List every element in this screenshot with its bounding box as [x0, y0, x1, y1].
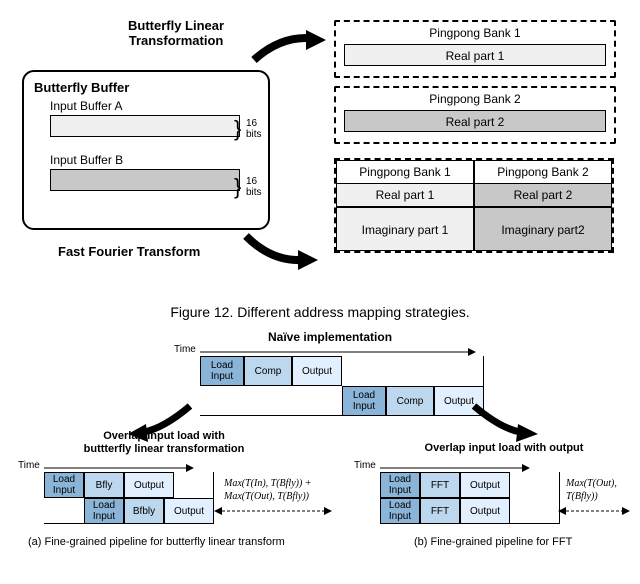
bits-b: 16 bits	[246, 176, 262, 198]
fft-real1: Real part 1	[336, 183, 474, 207]
real2-bar-top: Real part 2	[344, 110, 606, 132]
caption-a: (a) Fine-grained pipeline for butterfly …	[28, 536, 285, 548]
fft-table: Pingpong Bank 1 Pingpong Bank 2 Real par…	[334, 158, 614, 253]
butterfly-buffer-box: Butterfly Buffer Input Buffer A } 16 bit…	[22, 70, 270, 230]
right-time-label: Time	[354, 460, 376, 471]
fft-imag1: Imaginary part 1	[336, 207, 474, 251]
right-border	[380, 472, 560, 524]
top-diagram: Butterfly Linear Transformation Butterfl…	[18, 18, 622, 298]
fft-bank1-header: Pingpong Bank 1	[336, 160, 474, 183]
naive-time-label: Time	[174, 344, 196, 355]
bank2-box-top: Pingpong Bank 2 Real part 2	[334, 86, 616, 144]
left-border	[44, 472, 214, 524]
buffer-a-label: Input Buffer A	[50, 99, 258, 113]
brace-b: }	[234, 176, 241, 198]
fft-real2: Real part 2	[474, 183, 612, 207]
naive-border	[200, 356, 484, 416]
heading-blt: Butterfly Linear Transformation	[128, 18, 224, 48]
buffer-b-label: Input Buffer B	[50, 153, 258, 167]
naive-title: Naïve implementation	[268, 330, 392, 344]
fft-imag2: Imaginary part2	[474, 207, 612, 251]
formula-right: Max(T(Out), T(Bfly))	[566, 478, 617, 503]
caption-b: (b) Fine-grained pipeline for FFT	[414, 536, 572, 548]
figure-caption: Figure 12. Different address mapping str…	[18, 304, 622, 320]
buffer-b-bar	[50, 169, 240, 191]
arrow-fft	[240, 230, 320, 270]
bottom-diagram: Naïve implementation Time Load Input Com…	[18, 330, 622, 560]
buffer-a-bar	[50, 115, 240, 137]
arrow-right-split	[468, 402, 538, 442]
bank2-title: Pingpong Bank 2	[336, 88, 614, 108]
butterfly-buffer-title: Butterfly Buffer	[34, 80, 258, 95]
real1-bar-top: Real part 1	[344, 44, 606, 66]
bits-a: 16 bits	[246, 118, 262, 140]
formula-left: Max(T(In), T(Bfly)) + Max(T(Out), T(Bfly…	[224, 478, 312, 503]
heading-fft: Fast Fourier Transform	[58, 244, 200, 259]
arrow-blt	[248, 30, 328, 70]
naive-time-arrow	[200, 348, 476, 356]
heading-overlap-right: Overlap input load with output	[394, 442, 614, 455]
left-time-label: Time	[18, 460, 40, 471]
left-time-arrow	[44, 464, 194, 472]
right-time-arrow	[380, 464, 530, 472]
heading-overlap-left: Overlap input load with buttterfly linea…	[64, 430, 264, 456]
right-double-arrow	[558, 506, 630, 516]
brace-a: }	[234, 118, 241, 140]
bank1-title: Pingpong Bank 1	[336, 22, 614, 42]
bank1-box-top: Pingpong Bank 1 Real part 1	[334, 20, 616, 78]
left-double-arrow	[214, 506, 332, 516]
fft-bank2-header: Pingpong Bank 2	[474, 160, 612, 183]
